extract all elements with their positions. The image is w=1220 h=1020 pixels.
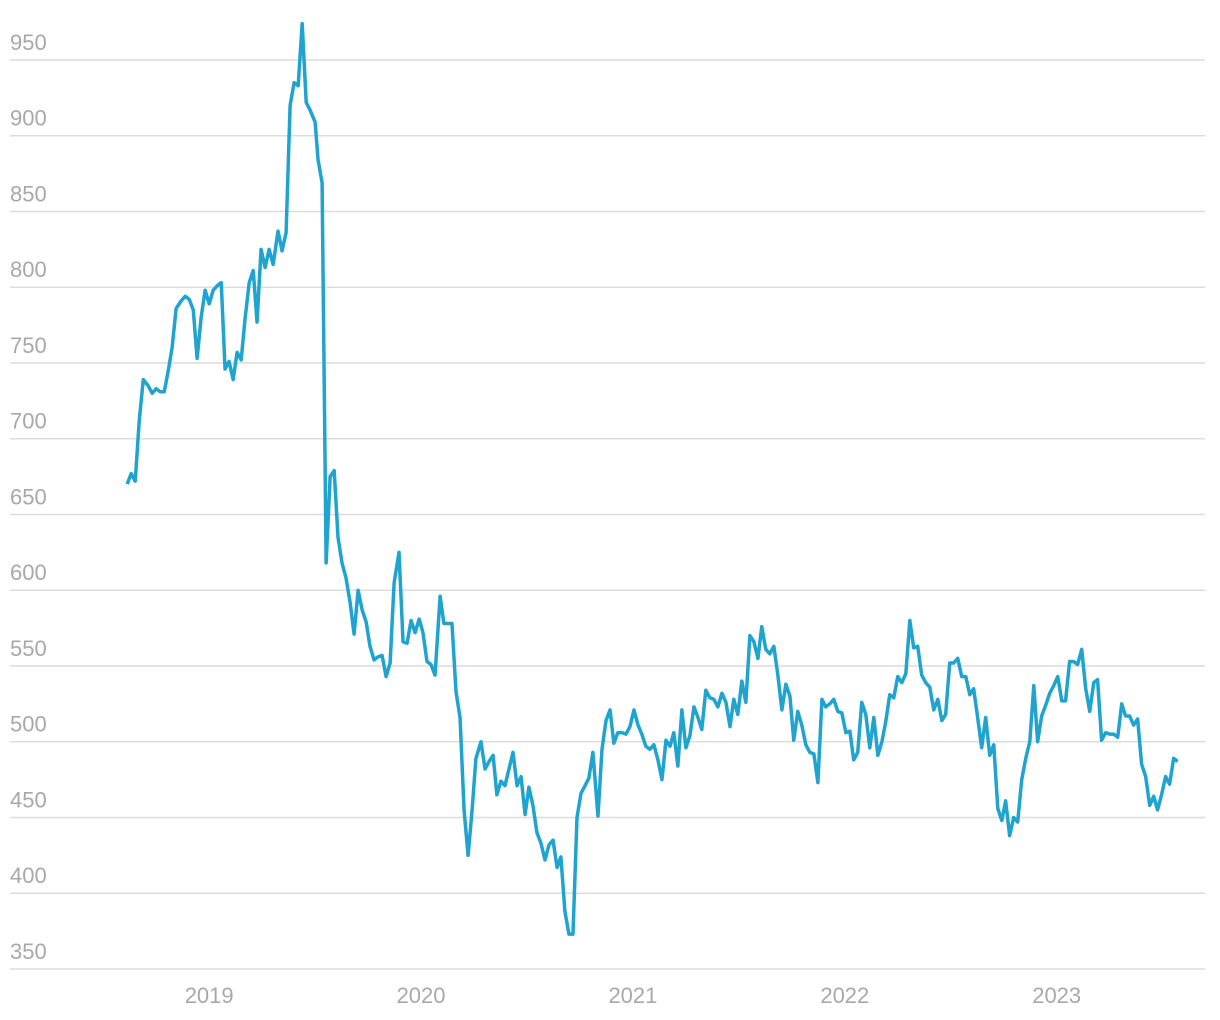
y-tick-label: 850 <box>10 181 47 206</box>
x-tick-label: 2023 <box>1032 983 1081 1008</box>
y-tick-label: 800 <box>10 257 47 282</box>
y-tick-label: 700 <box>10 409 47 434</box>
y-tick-label: 950 <box>10 30 47 55</box>
x-tick-label: 2019 <box>185 983 234 1008</box>
y-tick-label: 600 <box>10 560 47 585</box>
y-tick-label: 550 <box>10 636 47 661</box>
y-tick-label: 900 <box>10 106 47 131</box>
x-tick-label: 2022 <box>820 983 869 1008</box>
y-tick-label: 500 <box>10 712 47 737</box>
x-tick-label: 2020 <box>397 983 446 1008</box>
y-tick-label: 400 <box>10 863 47 888</box>
y-tick-label: 450 <box>10 787 47 812</box>
y-tick-label: 750 <box>10 333 47 358</box>
y-tick-label: 650 <box>10 484 47 509</box>
y-tick-label: 350 <box>10 939 47 964</box>
data-line <box>125 21 1179 936</box>
x-tick-label: 2021 <box>608 983 657 1008</box>
